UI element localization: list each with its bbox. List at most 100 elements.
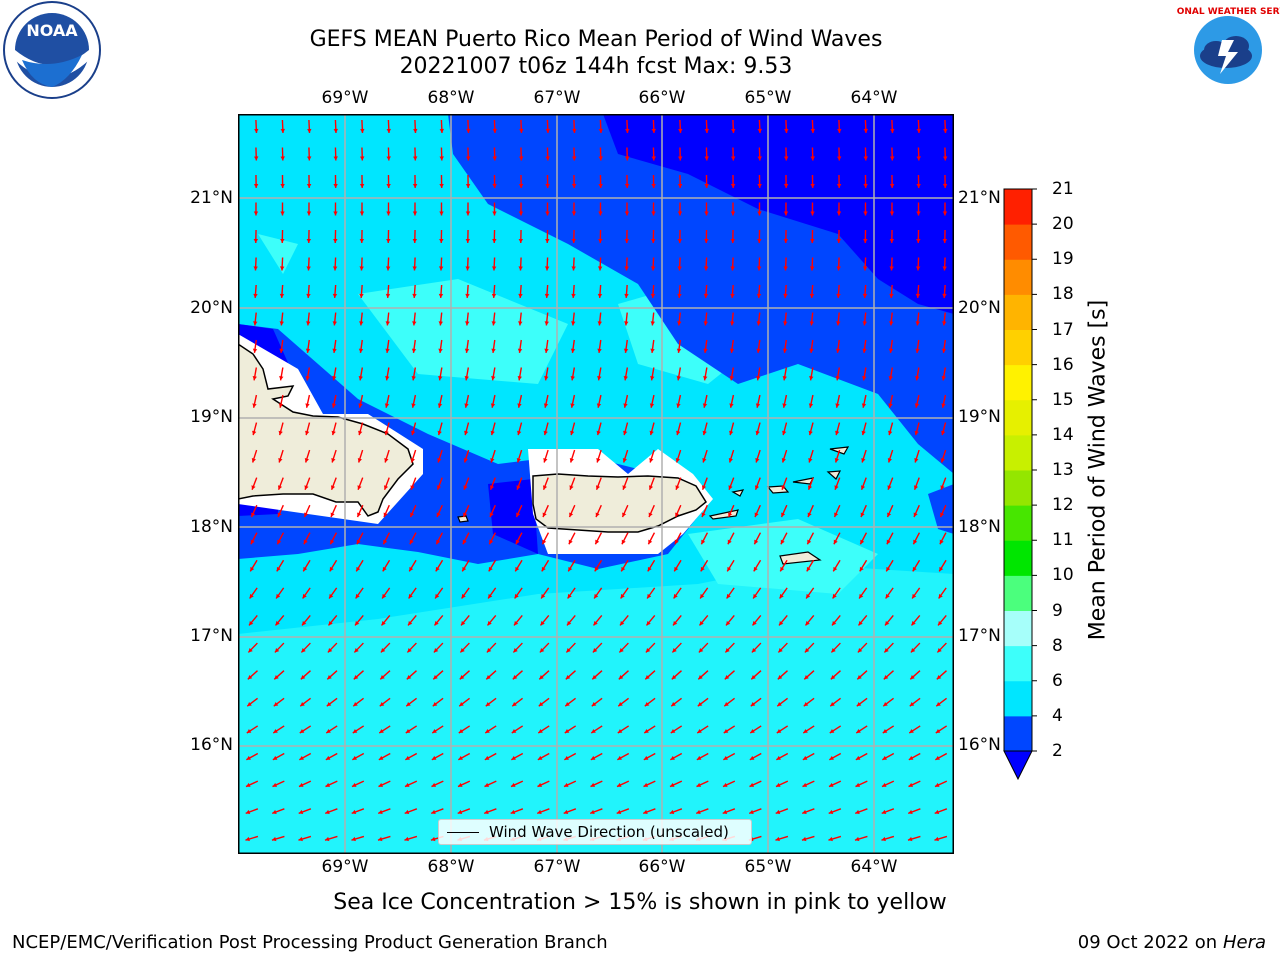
wind-wave-arrowhead [675, 457, 680, 463]
wind-wave-arrowhead [731, 128, 736, 133]
map-gridlines [238, 114, 954, 854]
wind-wave-arrowhead [539, 675, 544, 680]
lat-label-left-21n: 21°N [190, 188, 233, 208]
wind-wave-arrowhead [676, 376, 681, 381]
wind-wave-arrowhead [834, 457, 839, 463]
wind-wave-arrowhead [751, 648, 757, 653]
wind-wave-arrowhead [757, 183, 762, 188]
wind-wave-arrowhead [941, 403, 946, 408]
wind-wave-arrowhead [276, 566, 281, 572]
colorbar-segment [1004, 575, 1032, 611]
wind-wave-arrowhead [590, 782, 596, 787]
wind-wave-arrowhead [437, 430, 442, 436]
wind-wave-arrowhead [648, 539, 653, 545]
wind-wave-arrowhead [491, 266, 497, 271]
wind-wave-arrowhead [703, 348, 708, 353]
wind-wave-arrowhead [782, 403, 787, 408]
wind-wave-arrowhead [801, 836, 807, 842]
wind-wave-arrowhead [277, 539, 282, 545]
wind-wave-arrowhead [674, 539, 679, 545]
wind-wave-arrowhead [858, 620, 863, 626]
wind-wave-arrowhead [413, 156, 418, 161]
wind-wave-arrowhead [356, 539, 361, 545]
wind-wave-arrowhead [383, 539, 388, 545]
wind-wave-arrowhead [247, 702, 252, 707]
wind-wave-arrowhead [911, 620, 916, 626]
wind-wave-arrowhead [938, 620, 943, 626]
wind-wave-arrowhead [935, 728, 941, 733]
wind-wave-arrowhead [492, 211, 497, 216]
wind-wave-arrowhead [254, 128, 259, 133]
colorbar-segment [1004, 610, 1032, 647]
wind-wave-arrowhead [592, 648, 598, 653]
wind-wave-arrowhead [591, 728, 596, 733]
wind-wave-arrowhead [245, 782, 251, 787]
wind-wave-arrowhead [621, 566, 626, 572]
wind-wave-arrowhead [544, 293, 550, 298]
wind-wave-arrowhead [280, 183, 285, 188]
colorbar-segment [1004, 540, 1032, 576]
wind-wave-arrowhead [384, 457, 389, 463]
wind-wave-arrowhead [274, 648, 280, 653]
wind-wave-arrowhead [782, 348, 788, 353]
wind-wave-arrowhead [305, 376, 310, 381]
wind-wave-arrowhead [358, 348, 364, 353]
wind-wave-arrowhead [537, 755, 543, 760]
wind-wave-arrowhead [544, 348, 549, 353]
wind-wave-arrowhead [595, 485, 601, 490]
wind-wave-arrowhead [908, 809, 913, 815]
wind-wave-arrowhead [382, 566, 387, 572]
wind-wave-arrowhead [300, 675, 306, 680]
wind-wave-arrowhead [307, 156, 312, 161]
wind-wave-arrowhead [756, 293, 762, 298]
wind-wave-arrowhead [756, 348, 761, 353]
wind-wave-arrowhead [545, 128, 551, 133]
wind-wave-arrowhead [703, 293, 709, 298]
wind-wave-arrowhead [438, 293, 444, 298]
wind-wave-arrowhead [643, 809, 648, 815]
wind-wave-arrowhead [490, 430, 495, 436]
wind-wave-arrowhead [491, 293, 497, 298]
wind-wave-arrows [245, 119, 948, 842]
wind-wave-arrowhead [649, 457, 654, 463]
hispaniola-land [238, 343, 414, 517]
wind-wave-arrowhead [409, 566, 414, 572]
wind-wave-arrowhead [775, 836, 780, 842]
wind-wave-arrowhead [776, 755, 781, 760]
wind-wave-arrowhead [332, 293, 338, 298]
wind-wave-arrowhead [245, 809, 251, 815]
wind-wave-arrowhead [643, 782, 649, 787]
wind-wave-arrowhead [279, 266, 285, 271]
colorbar-tick-label: 15 [1052, 389, 1074, 410]
wind-wave-arrowhead [517, 376, 522, 381]
wind-wave-arrowhead [889, 211, 895, 216]
colorbar-label: Mean Period of Wind Waves [s] [1085, 299, 1111, 641]
wind-wave-arrowhead [943, 156, 948, 161]
wind-wave-arrowhead [459, 702, 464, 707]
wind-wave-arrowhead [914, 403, 920, 408]
wind-wave-arrowhead [671, 702, 676, 707]
wind-wave-arrowhead [936, 702, 941, 707]
wind-wave-arrowhead [355, 593, 360, 599]
wind-wave-arrowhead [488, 566, 493, 572]
colorbar-tick-label: 19 [1052, 249, 1074, 270]
wind-wave-arrowhead [669, 782, 675, 787]
wind-wave-arrowhead [597, 321, 602, 326]
wind-wave-arrowhead [676, 430, 681, 436]
wind-wave-arrowhead [881, 809, 887, 815]
wind-wave-arrowhead [857, 648, 863, 653]
wind-wave-arrowhead [643, 755, 649, 760]
wind-wave-arrowhead [299, 728, 305, 733]
wind-wave-arrowhead [571, 321, 576, 326]
wind-wave-arrowhead [777, 675, 783, 680]
colorbar-tick-label: 10 [1052, 565, 1074, 586]
colorbar-segment [1004, 224, 1032, 260]
wind-wave-arrowhead [252, 403, 257, 408]
wind-wave-arrowhead [617, 755, 622, 760]
wind-wave-arrowhead [465, 211, 471, 216]
wind-wave-arrowhead [890, 156, 895, 161]
wind-wave-arrowhead [357, 457, 362, 463]
wind-wave-arrowhead [728, 485, 733, 490]
wind-wave-arrowhead [433, 675, 438, 680]
wind-wave-arrowhead [566, 648, 571, 653]
